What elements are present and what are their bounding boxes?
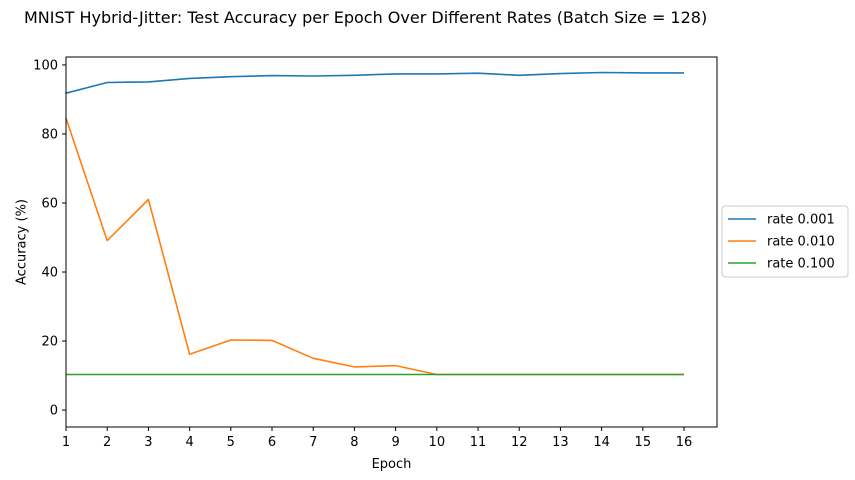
x-tick-label: 12: [511, 435, 528, 450]
x-tick-label: 5: [227, 435, 235, 450]
legend-entry: rate 0.001: [767, 213, 835, 228]
series-line-1: [65, 71, 684, 94]
y-axis: 0 20 40 60 80 100: [33, 58, 66, 419]
x-tick-label: 1: [62, 435, 70, 450]
plot-area: [65, 71, 684, 376]
y-tick-label: 20: [41, 335, 58, 350]
chart-title: MNIST Hybrid-Jitter: Test Accuracy per E…: [24, 8, 707, 27]
series-line-2: [65, 117, 684, 376]
x-tick-label: 10: [429, 435, 446, 450]
x-axis-label: Epoch: [372, 457, 412, 472]
x-tick-label: 3: [144, 435, 152, 450]
y-tick-label: 0: [50, 404, 58, 419]
x-tick-label: 11: [470, 435, 487, 450]
x-tick-label: 13: [552, 435, 569, 450]
y-tick-label: 80: [41, 127, 58, 142]
legend-entry: rate 0.010: [767, 235, 835, 250]
y-tick-label: 60: [41, 196, 58, 211]
x-axis: 1 2 3 4 5 6 7 8 9 10 11 12 13 14 15 16: [62, 427, 692, 450]
y-tick-label: 100: [33, 58, 58, 73]
legend: rate 0.001 rate 0.010 rate 0.100: [721, 205, 849, 278]
x-tick-label: 2: [103, 435, 111, 450]
legend-entry: rate 0.100: [767, 257, 835, 272]
x-tick-label: 16: [676, 435, 693, 450]
legend-box: [721, 205, 849, 278]
x-tick-label: 6: [268, 435, 276, 450]
x-tick-label: 8: [350, 435, 358, 450]
y-axis-label: Accuracy (%): [15, 199, 30, 285]
x-tick-label: 7: [309, 435, 317, 450]
x-tick-label: 9: [391, 435, 399, 450]
x-tick-label: 14: [593, 435, 610, 450]
plot-frame: [65, 56, 718, 428]
y-tick-label: 40: [41, 266, 58, 281]
x-tick-label: 4: [185, 435, 193, 450]
x-tick-label: 15: [635, 435, 652, 450]
